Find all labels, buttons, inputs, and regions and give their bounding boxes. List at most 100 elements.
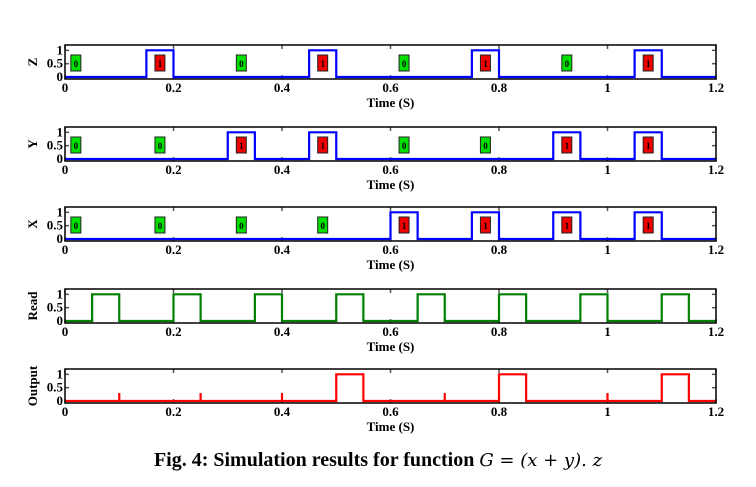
- bit-badge: 1: [235, 136, 247, 154]
- bit-badge-box: [561, 136, 573, 154]
- x-tick-label: 1.2: [708, 242, 724, 257]
- bit-badge-value: 0: [74, 59, 79, 69]
- bit-badge: 0: [70, 136, 82, 154]
- bit-badge-value: 0: [239, 59, 244, 69]
- bit-badge: 1: [561, 216, 573, 234]
- bit-badge: 1: [642, 216, 654, 234]
- x-tick-label: 0.8: [491, 80, 508, 95]
- bit-badge-box: [642, 54, 654, 72]
- x-tick-label: 0: [62, 80, 69, 95]
- y-tick-label: 0.5: [47, 300, 64, 315]
- caption-formula: G = (x + y). z: [479, 450, 603, 471]
- x-tick-label: 1: [604, 80, 611, 95]
- y-tick-label: 1: [57, 286, 64, 301]
- bit-badge: 0: [235, 54, 247, 72]
- bit-badge: 0: [70, 54, 82, 72]
- y-tick-label: 1: [57, 42, 64, 57]
- plot-frame: [64, 368, 717, 404]
- y-tick-label: 0.5: [47, 218, 64, 233]
- y-tick-label: 0.5: [47, 138, 64, 153]
- bit-badge-box: [154, 136, 166, 154]
- bit-badge: 0: [70, 216, 82, 234]
- bit-badge: 1: [398, 216, 410, 234]
- plot-frame: [64, 206, 717, 242]
- plot-frame: [64, 44, 717, 80]
- bit-badge-value: 0: [402, 59, 407, 69]
- bit-badge-value: 0: [74, 221, 79, 231]
- x-tick-label: 0.6: [382, 242, 399, 257]
- bit-badge-value: 0: [158, 141, 163, 151]
- x-tick-label: 0.4: [274, 324, 291, 339]
- signal-trace-output: [65, 373, 716, 403]
- x-tick-label: 0.6: [382, 404, 399, 419]
- bit-badge-value: 1: [158, 59, 163, 69]
- bit-badge: 0: [235, 216, 247, 234]
- bit-badge: 0: [561, 54, 573, 72]
- bit-badge-value: 1: [646, 59, 651, 69]
- bit-badge: 1: [317, 136, 329, 154]
- y-tick-label: 0: [57, 231, 64, 246]
- y-axis-label: Z: [25, 57, 40, 66]
- x-axis-label: Time (S): [367, 339, 415, 354]
- x-tick-label: 1: [604, 242, 611, 257]
- bit-badge-value: 0: [158, 221, 163, 231]
- y-tick-label: 0.5: [47, 56, 64, 71]
- x-tick-label: 1.2: [708, 404, 724, 419]
- bit-badge: 1: [561, 136, 573, 154]
- bit-badge-box: [70, 216, 82, 234]
- x-tick-label: 0: [62, 324, 69, 339]
- plot-frame: [64, 126, 717, 162]
- bit-badge-value: 1: [320, 141, 325, 151]
- x-tick-label: 0.8: [491, 324, 508, 339]
- x-tick-label: 1.2: [708, 324, 724, 339]
- x-tick-label: 0.6: [382, 324, 399, 339]
- x-tick-label: 1.2: [708, 80, 724, 95]
- x-tick-label: 0: [62, 242, 69, 257]
- x-tick-label: 0.2: [165, 242, 181, 257]
- x-tick-label: 1: [604, 162, 611, 177]
- y-tick-label: 0.5: [47, 380, 64, 395]
- x-tick-label: 0.4: [274, 242, 291, 257]
- bit-badge: 1: [479, 216, 491, 234]
- x-tick-label: 0.2: [165, 324, 181, 339]
- x-tick-label: 0.4: [274, 162, 291, 177]
- x-tick-label: 1: [604, 324, 611, 339]
- bit-badge-box: [642, 136, 654, 154]
- bit-badge-box: [70, 54, 82, 72]
- bit-badge-value: 1: [483, 59, 488, 69]
- signal-trace-x: [65, 211, 716, 241]
- y-axis-label: Y: [25, 139, 40, 149]
- y-axis-label: X: [25, 219, 40, 229]
- bit-badge-box: [235, 216, 247, 234]
- bit-badge: 1: [642, 136, 654, 154]
- bit-badge-box: [398, 54, 410, 72]
- x-tick-label: 0: [62, 404, 69, 419]
- bit-badge-box: [235, 54, 247, 72]
- x-tick-label: 0.6: [382, 80, 399, 95]
- bit-badge: 1: [479, 54, 491, 72]
- y-tick-label: 0: [57, 393, 64, 408]
- bit-badge: 0: [398, 54, 410, 72]
- bit-badge-box: [479, 216, 491, 234]
- bit-badge-value: 0: [239, 221, 244, 231]
- x-tick-label: 0.2: [165, 404, 181, 419]
- x-tick-label: 0: [62, 162, 69, 177]
- bit-badge-box: [398, 136, 410, 154]
- bit-badge: 1: [317, 54, 329, 72]
- bit-badge: 0: [154, 216, 166, 234]
- y-tick-label: 1: [57, 124, 64, 139]
- bit-badge-box: [561, 54, 573, 72]
- bit-badge: 1: [642, 54, 654, 72]
- plot-frame: [64, 288, 717, 324]
- figure-caption: Fig. 4: Simulation results for function …: [0, 449, 756, 472]
- bit-badge: 0: [479, 136, 491, 154]
- bit-badge: 1: [154, 54, 166, 72]
- bit-badge-value: 1: [239, 141, 244, 151]
- x-axis-label: Time (S): [367, 419, 415, 434]
- y-tick-label: 1: [57, 204, 64, 219]
